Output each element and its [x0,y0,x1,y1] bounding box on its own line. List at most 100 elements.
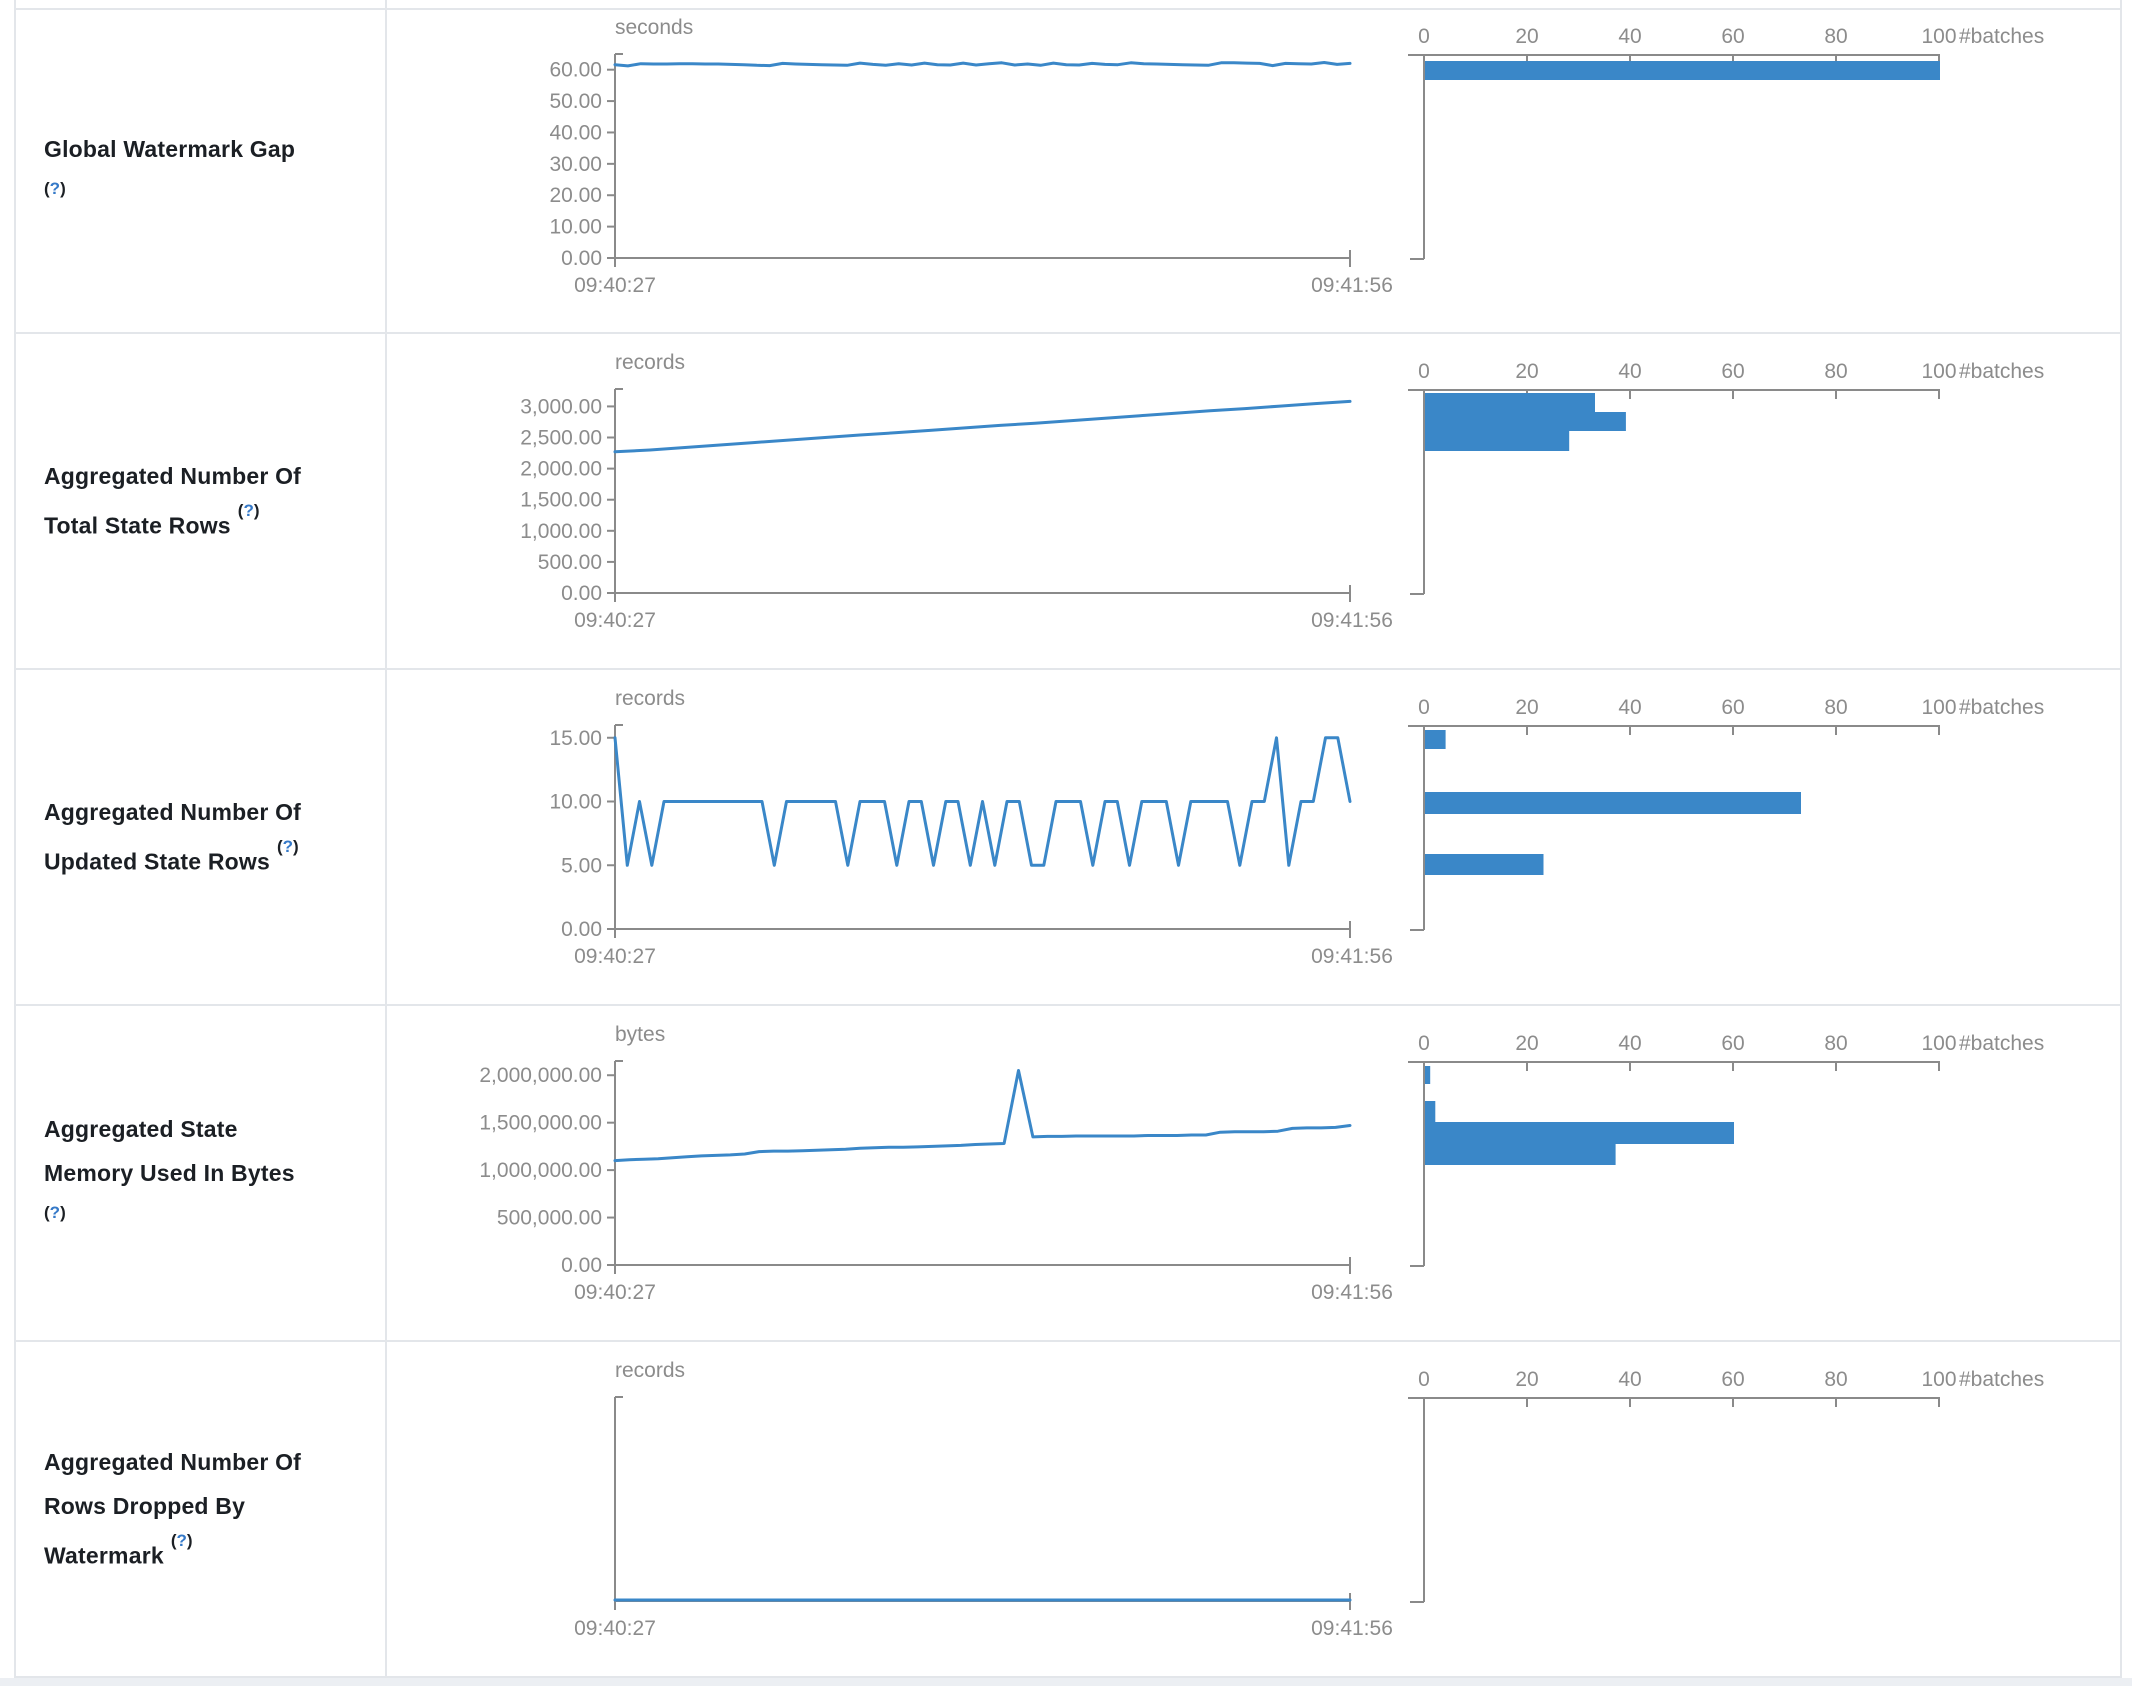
metric-title-line: Total State Rows(?) [44,501,260,539]
histogram-x-tick-label: 60 [1721,696,1744,719]
histogram-bar [1425,730,1446,749]
histogram-x-tick-label: 0 [1418,1368,1430,1391]
timeline-x-start-label: 09:40:27 [574,1281,656,1304]
help-paren: ( [44,179,50,199]
timeline-and-histogram-chart: records 15.00 10.00 5.00 0.00 09:40:27 09:41:5… [549,687,2044,968]
metric-help-line: (?) [44,1195,385,1238]
histogram-x-tick-label: 20 [1515,696,1538,719]
timeline-y-tick-label: 40.00 [549,121,602,144]
histogram-x-tick-label: 100 [1921,1032,1956,1055]
timeline-y-tick-label: 500.00 [538,551,602,574]
help-tooltip-link[interactable]: (?) [44,179,66,198]
metric-title-line: Watermark(?) [44,1531,193,1569]
histogram-x-tick-label: 80 [1824,1368,1847,1391]
timeline-y-tick-label: 0.00 [561,918,602,941]
metric-charts-cell: records 15.00 10.00 5.00 0.00 09:40:27 09:41:5… [387,670,2120,1004]
metric-charts-cell: bytes 2,000,000.00 1,500,000.00 1,000,000.0… [387,1006,2120,1340]
help-paren: ( [276,837,283,857]
help-tooltip-link[interactable]: (?) [171,1531,193,1550]
histogram-x-tick-label: 100 [1921,25,1956,48]
timeline-unit-label: seconds [615,16,693,39]
histogram-x-tick-label: 100 [1921,360,1956,383]
timeline-y-tick-label: 1,000.00 [520,520,602,543]
metric-label-cell: Aggregated State Memory Used In Bytes (?) [16,1006,387,1340]
metric-charts-cell: records 3,000.00 2,500.00 2,000.00 1,500.00 1… [387,334,2120,668]
histogram-x-tick-label: 40 [1618,696,1641,719]
histogram-x-tick-label: 40 [1618,25,1641,48]
histogram-x-tick-label: 100 [1921,1368,1956,1391]
help-paren: ) [293,837,299,857]
histogram-x-tick-label: 0 [1418,360,1430,383]
histogram-x-tick-label: 20 [1515,360,1538,383]
timeline-y-tick-label: 3,000.00 [520,395,602,418]
histogram-batches-axis-label: #batches [1959,360,2044,383]
metric-title-line: Aggregated Number Of [44,463,302,490]
metric-title-line: Updated State Rows(?) [44,837,299,875]
histogram-x-tick-label: 20 [1515,1368,1538,1391]
help-paren: ( [44,1203,50,1223]
help-paren: ( [170,1531,177,1551]
timeline-unit-label: records [615,351,685,374]
histogram-x-tick-label: 80 [1824,696,1847,719]
timeline-y-tick-label: 15.00 [549,727,602,750]
timeline-x-end-label: 09:41:56 [1311,274,1393,297]
histogram-x-tick-label: 40 [1618,360,1641,383]
help-question-mark: ? [49,179,61,199]
histogram-batches-axis-label: #batches [1959,1368,2044,1391]
histogram-x-tick-label: 60 [1721,360,1744,383]
timeline-y-tick-label: 0.00 [561,1254,602,1277]
timeline-y-tick-label: 1,500,000.00 [479,1112,602,1135]
metric-title-line: Memory Used In Bytes [44,1160,295,1187]
timeline-unit-label: records [615,1359,685,1382]
previous-row-sliver [16,0,2120,8]
timeline-y-tick-label: 2,500.00 [520,427,602,450]
metric-title-line: Aggregated Number Of [44,1449,302,1476]
timeline-x-end-label: 09:41:56 [1311,1617,1393,1640]
help-question-mark: ? [243,501,254,521]
metric-title: Aggregated Number Of Updated State Rows(?… [44,790,385,884]
timeline-series-line [613,61,1352,68]
timeline-and-histogram-chart: seconds 60.00 50.00 40.00 30.00 20.00 10.00 0.0… [549,16,2044,297]
timeline-y-tick-label: 10.00 [549,791,602,814]
help-tooltip-link[interactable]: (?) [277,837,299,856]
help-tooltip-link[interactable]: (?) [44,1203,66,1222]
timeline-y-tick-label: 5.00 [561,854,602,877]
metric-title-line: Rows Dropped By [44,1493,246,1520]
metric-help-line: (?) [44,171,385,214]
metric-title: Aggregated Number Of Rows Dropped By Water… [44,1440,385,1578]
histogram-bar [1425,1066,1431,1084]
help-question-mark: ? [49,1203,61,1223]
timeline-and-histogram-chart: records 3,000.00 2,500.00 2,000.00 1,500.00 1… [520,351,2044,632]
histogram-x-tick-label: 20 [1515,1032,1538,1055]
timeline-y-tick-label: 1,500.00 [520,489,602,512]
timeline-y-tick-label: 1,000,000.00 [479,1159,602,1182]
help-tooltip-link[interactable]: (?) [238,501,260,520]
histogram-batches-axis-label: #batches [1959,25,2044,48]
histogram-x-tick-label: 100 [1921,696,1956,719]
timeline-y-tick-label: 0.00 [561,582,602,605]
histogram-bar [1425,792,1801,814]
histogram-batches-axis-label: #batches [1959,1032,2044,1055]
timeline-series-line [613,736,1352,867]
histogram-x-tick-label: 20 [1515,25,1538,48]
histogram-bar [1425,1101,1436,1122]
timeline-y-tick-label: 30.00 [549,153,602,176]
help-paren: ) [60,179,66,199]
histogram-x-tick-label: 0 [1418,1032,1430,1055]
sliver-label-cell [16,0,387,8]
page-bottom-strip [0,1678,2132,1686]
histogram-batches-axis-label: #batches [1959,696,2044,719]
histogram-x-tick-label: 40 [1618,1368,1641,1391]
histogram-x-tick-label: 60 [1721,1368,1744,1391]
timeline-series-line [613,1069,1352,1163]
histogram-bar [1425,61,1940,80]
timeline-y-tick-label: 60.00 [549,59,602,82]
histogram-x-tick-label: 60 [1721,1032,1744,1055]
timeline-y-tick-label: 0.00 [561,247,602,270]
histogram-bar [1425,393,1595,412]
timeline-unit-label: bytes [615,1023,665,1046]
help-paren: ) [253,501,260,521]
metric-row-total-state-rows: Aggregated Number Of Total State Rows(?) … [16,332,2120,668]
metric-title-line: Global Watermark Gap [44,136,296,163]
